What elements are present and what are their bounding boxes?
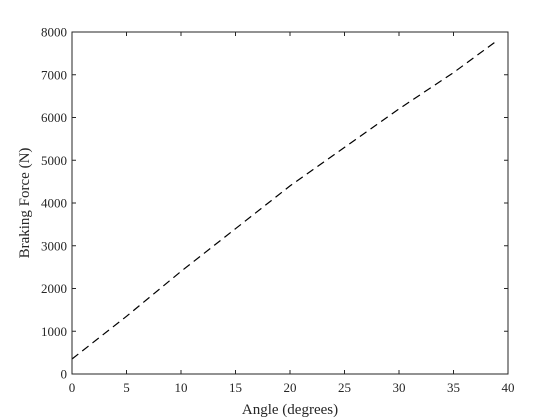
x-tick-label: 5 [123,380,130,395]
x-tick-label: 10 [175,380,188,395]
x-tick-label: 30 [393,380,406,395]
y-tick-label: 4000 [41,196,67,211]
y-tick-label: 1000 [41,324,67,339]
y-tick-label: 8000 [41,25,67,40]
x-tick-label: 20 [284,380,297,395]
x-axis-ticks: 0 5 10 15 20 25 30 35 40 [69,32,515,395]
y-tick-label: 6000 [41,110,67,125]
x-axis-title: Angle (degrees) [242,402,338,418]
x-tick-label: 0 [69,380,76,395]
x-tick-label: 35 [447,380,460,395]
x-tick-label: 15 [229,380,242,395]
y-tick-label: 2000 [41,281,67,296]
y-axis-title: Braking Force (N) [17,148,33,259]
y-axis-ticks: 0 1000 2000 3000 4000 5000 6000 7000 8000 [41,25,508,382]
plot-area [72,32,508,374]
x-tick-label: 40 [502,380,515,395]
series-layer [71,40,498,360]
y-tick-label: 5000 [41,153,67,168]
y-tick-label: 3000 [41,238,67,253]
x-tick-label: 25 [338,380,351,395]
y-tick-label: 0 [61,367,68,382]
y-tick-label: 7000 [41,67,67,82]
series-line [71,40,498,360]
